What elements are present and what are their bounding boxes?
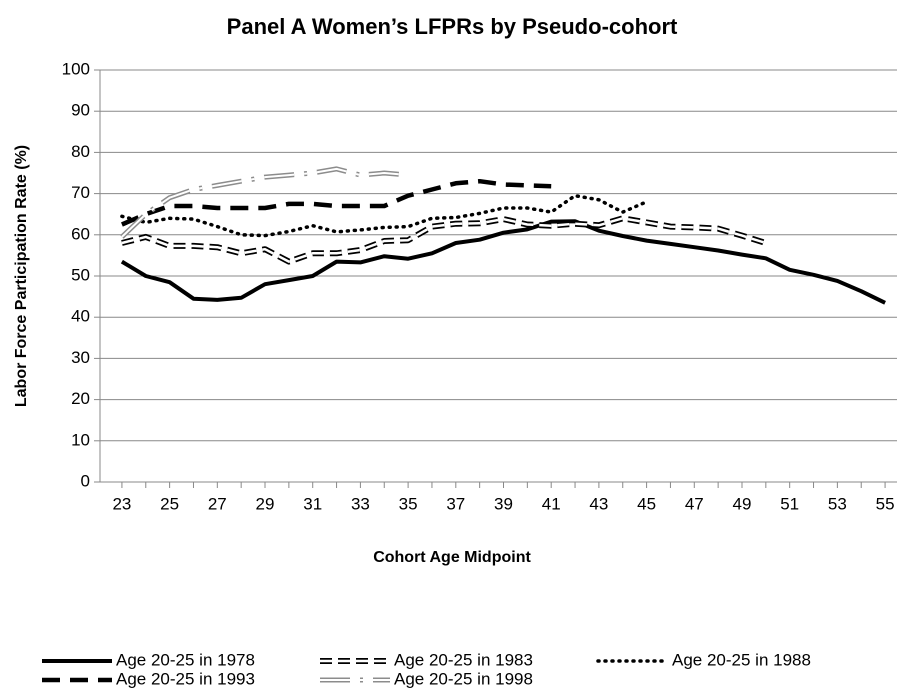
series-line-inner: [121, 167, 409, 238]
y-tick-label: 20: [71, 389, 90, 408]
x-tick-label: 45: [637, 494, 656, 513]
x-tick-label: 41: [542, 494, 561, 513]
y-tick-label: 10: [71, 430, 90, 449]
x-tick-label: 29: [256, 494, 275, 513]
y-tick-label: 70: [71, 183, 90, 202]
x-tick-label: 39: [494, 494, 513, 513]
x-tick-label: 49: [733, 494, 752, 513]
y-tick-label: 40: [71, 307, 90, 326]
series-line-inner: [121, 217, 767, 263]
y-tick-label: 30: [71, 348, 90, 367]
x-tick-label: 25: [160, 494, 179, 513]
x-tick-label: 23: [112, 494, 131, 513]
x-tick-label: 37: [446, 494, 465, 513]
y-tick-label: 90: [71, 101, 90, 120]
x-tick-label: 35: [399, 494, 418, 513]
y-tick-label: 50: [71, 265, 90, 284]
legend-label: Age 20-25 in 1983: [394, 650, 533, 669]
y-tick-label: 60: [71, 224, 90, 243]
y-axis-title: Labor Force Participation Rate (%): [13, 145, 30, 407]
x-tick-label: 51: [780, 494, 799, 513]
legend-label: Age 20-25 in 1978: [116, 650, 255, 669]
legend-label: Age 20-25 in 1998: [394, 669, 533, 688]
legend-label: Age 20-25 in 1993: [116, 669, 255, 688]
x-tick-label: 55: [876, 494, 895, 513]
series-line: [121, 178, 552, 227]
y-tick-label: 100: [62, 59, 90, 78]
series-line: [120, 193, 649, 238]
x-tick-label: 33: [351, 494, 370, 513]
x-tick-label: 43: [589, 494, 608, 513]
x-tick-label: 53: [828, 494, 847, 513]
series-line: [120, 219, 886, 305]
chart-title: Panel A Women’s LFPRs by Pseudo-cohort: [227, 14, 678, 39]
y-tick-label: 0: [81, 471, 90, 490]
series-line: [120, 166, 409, 239]
legend-label: Age 20-25 in 1988: [672, 650, 811, 669]
x-axis-title: Cohort Age Midpoint: [373, 549, 531, 566]
x-tick-label: 47: [685, 494, 704, 513]
y-tick-label: 80: [71, 142, 90, 161]
x-tick-label: 31: [303, 494, 322, 513]
x-tick-label: 27: [208, 494, 227, 513]
